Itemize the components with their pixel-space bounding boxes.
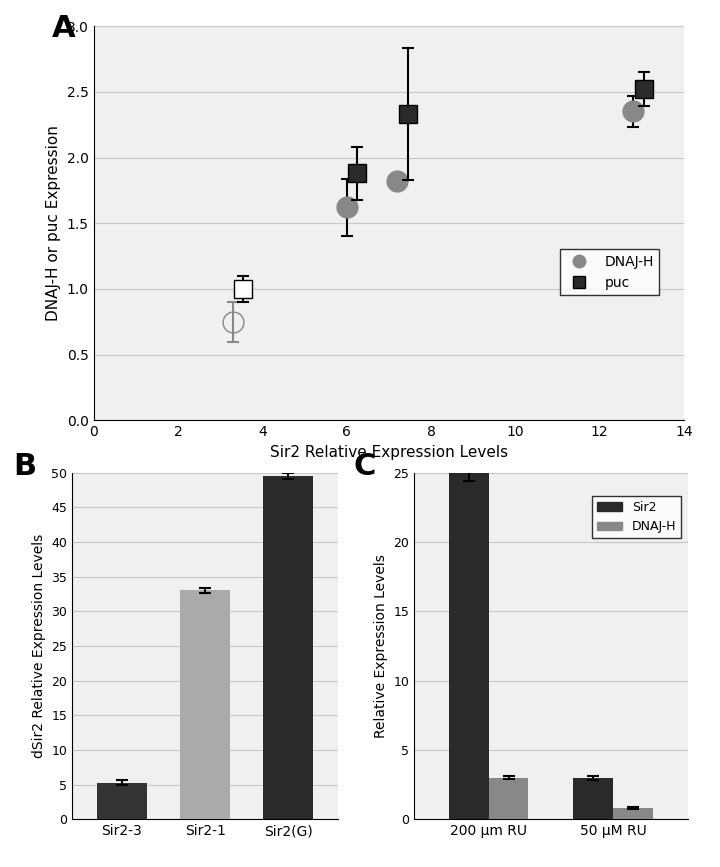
Text: B: B xyxy=(14,452,37,480)
Bar xyxy=(489,778,528,819)
Bar xyxy=(573,778,613,819)
Text: C: C xyxy=(354,452,376,480)
Bar xyxy=(449,473,489,819)
Bar xyxy=(97,783,147,819)
Y-axis label: DNAJ-H or puc Expression: DNAJ-H or puc Expression xyxy=(46,126,61,321)
Bar xyxy=(613,808,653,819)
Y-axis label: dSir2 Relative Expression Levels: dSir2 Relative Expression Levels xyxy=(32,534,45,758)
Legend: Sir2, DNAJ-H: Sir2, DNAJ-H xyxy=(592,496,681,538)
Bar xyxy=(180,590,230,819)
Legend: DNAJ-H, puc: DNAJ-H, puc xyxy=(560,249,660,295)
Bar xyxy=(264,476,313,819)
X-axis label: Sir2 Relative Expression Levels: Sir2 Relative Expression Levels xyxy=(270,445,508,460)
Y-axis label: Relative Expression Levels: Relative Expression Levels xyxy=(374,554,387,738)
Text: A: A xyxy=(53,14,76,43)
